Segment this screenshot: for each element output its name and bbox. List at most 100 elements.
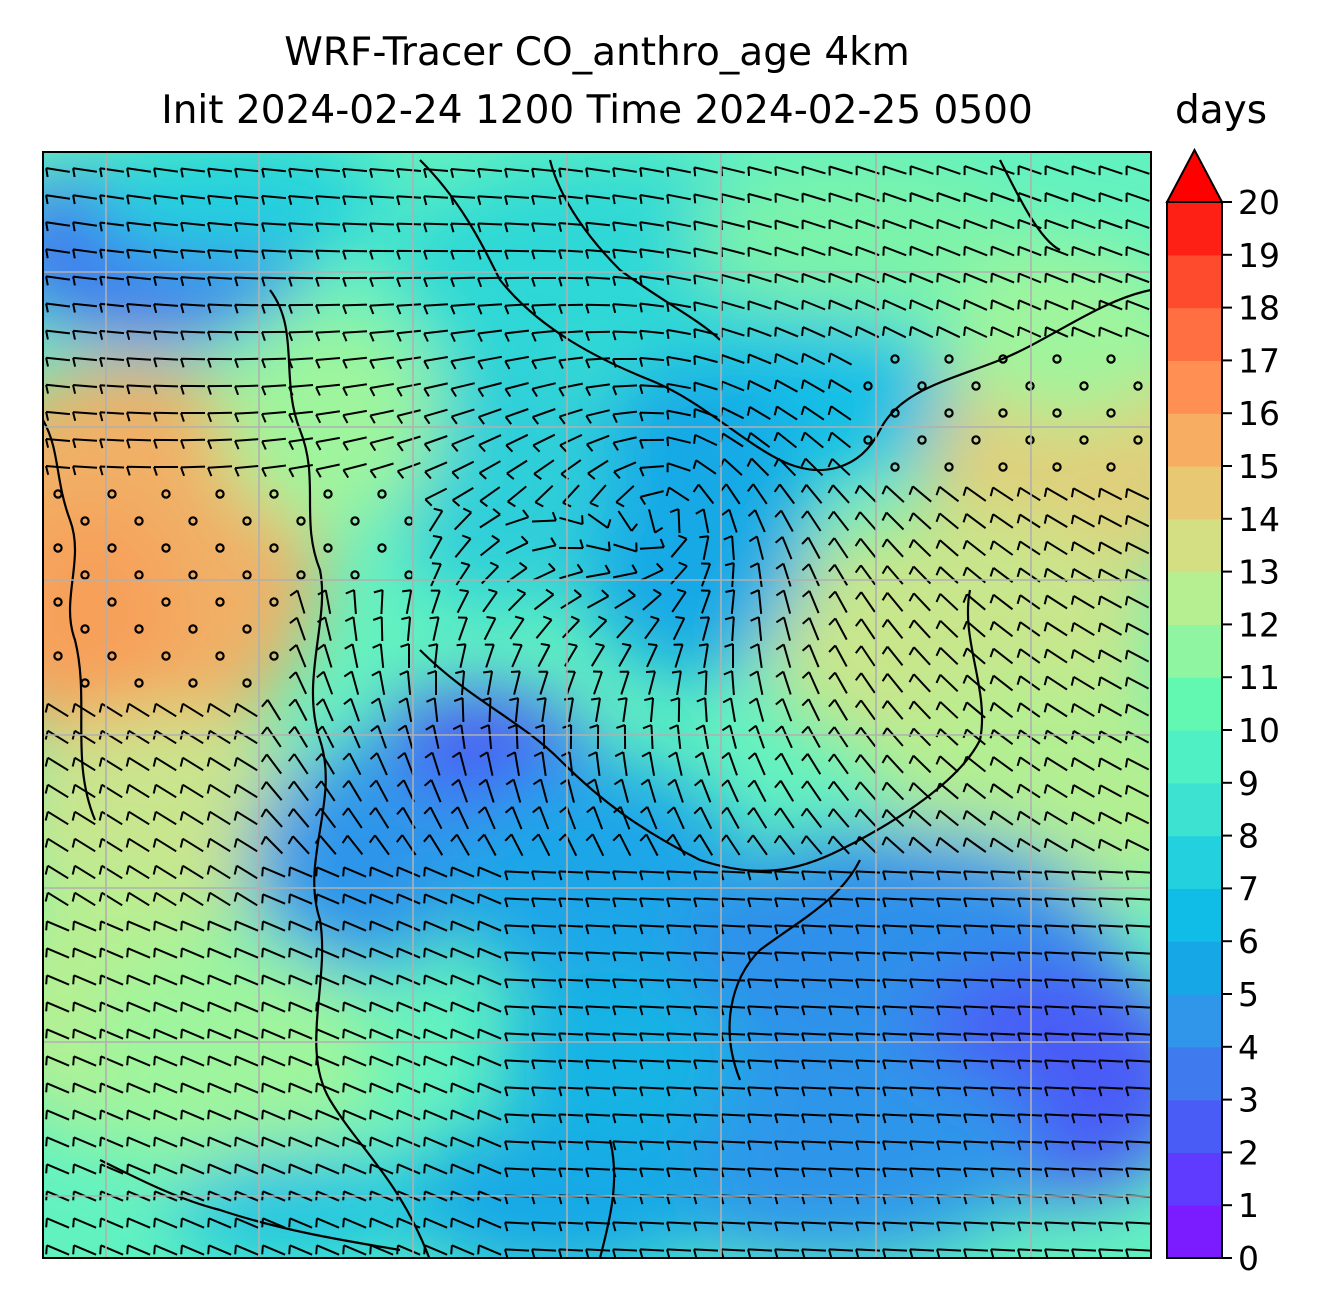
- wind-barb: [1071, 1059, 1097, 1070]
- wind-barb: [369, 807, 390, 829]
- calm-wind-circle: [107, 489, 117, 499]
- wind-barb: [828, 165, 853, 176]
- wind-barb: [774, 1059, 800, 1070]
- wind-barb: [315, 276, 341, 287]
- wind-barb: [477, 329, 503, 343]
- wind-barb: [559, 433, 583, 453]
- wind-barb: [207, 249, 233, 260]
- wind-barb: [936, 1086, 962, 1097]
- wind-barb: [477, 1082, 502, 1094]
- wind-barb: [531, 167, 557, 178]
- wind-barb: [426, 697, 439, 723]
- wind-barb: [801, 165, 826, 176]
- wind-barb: [828, 564, 849, 586]
- wind-barb: [1125, 299, 1150, 311]
- wind-barb: [746, 834, 768, 856]
- wind-barb: [1044, 1221, 1070, 1232]
- wind-barb: [455, 670, 466, 696]
- wind-barb: [531, 303, 557, 315]
- wind-barb: [288, 437, 314, 451]
- colorbar-tick-label: 1: [1238, 1186, 1259, 1225]
- wind-barb: [505, 778, 522, 803]
- wind-barb: [99, 1028, 124, 1040]
- wind-barb: [180, 1217, 205, 1229]
- calm-wind-circle: [998, 354, 1008, 364]
- wind-barb: [1070, 514, 1095, 528]
- wind-barb: [126, 330, 152, 341]
- wind-barb: [396, 249, 422, 260]
- wind-barb: [747, 1140, 773, 1151]
- wind-barb: [639, 951, 665, 962]
- wind-barb: [1071, 978, 1097, 989]
- wind-barb: [989, 647, 1014, 665]
- calm-wind-circle: [377, 543, 387, 553]
- wind-barb: [288, 974, 313, 986]
- wind-barb: [510, 670, 521, 695]
- wind-barb: [180, 465, 206, 477]
- wind-barb: [126, 1163, 151, 1175]
- wind-barb: [724, 616, 735, 642]
- wind-barb: [430, 589, 441, 614]
- wind-barb: [639, 329, 665, 340]
- wind-barb: [692, 483, 715, 505]
- wind-barb: [747, 379, 772, 393]
- wind-barb: [423, 435, 448, 452]
- colorbar-segment: [1167, 466, 1222, 520]
- wind-barb: [882, 1248, 908, 1258]
- wind-barb: [589, 724, 600, 750]
- wind-barb: [585, 303, 611, 314]
- wind-barb: [1071, 272, 1096, 284]
- wind-barb: [504, 408, 529, 425]
- wind-barb: [45, 410, 70, 421]
- wind-barb: [612, 833, 632, 857]
- chart-subtitle: Init 2024-02-24 1200 Time 2024-02-25 050…: [161, 88, 1033, 133]
- wind-barb: [531, 1032, 557, 1043]
- wind-barb: [672, 616, 686, 641]
- wind-barb: [72, 221, 98, 232]
- wind-barb: [153, 384, 179, 395]
- wind-barb: [585, 409, 610, 424]
- wind-barb: [666, 1113, 692, 1124]
- wind-barb: [126, 357, 152, 368]
- wind-barb: [801, 1221, 827, 1232]
- wind-barb: [935, 512, 959, 530]
- calm-wind-circle: [134, 516, 144, 526]
- wind-barb: [692, 459, 717, 475]
- wind-barb: [1070, 811, 1095, 825]
- wind-barb: [801, 1032, 827, 1043]
- wind-barb: [234, 1163, 259, 1175]
- wind-barb: [854, 781, 877, 801]
- wind-barb: [207, 1082, 232, 1094]
- wind-barb: [451, 778, 469, 803]
- wind-barb: [261, 411, 287, 423]
- wind-barb: [774, 273, 799, 284]
- wind-barb: [909, 897, 935, 908]
- wind-barb: [559, 515, 584, 526]
- wind-barb: [126, 920, 151, 932]
- wind-barb: [854, 808, 877, 828]
- wind-barb: [396, 356, 422, 370]
- wind-barb: [1071, 1167, 1097, 1178]
- wind-barb: [233, 864, 258, 880]
- wind-barb: [801, 563, 820, 587]
- wind-barb: [234, 222, 260, 233]
- wind-barb: [504, 1167, 530, 1178]
- wind-barb: [342, 463, 367, 479]
- wind-barb: [180, 947, 205, 959]
- wind-barb: [882, 272, 907, 284]
- wind-barb: [1125, 1032, 1151, 1043]
- wind-barb: [639, 870, 665, 881]
- wind-barb: [693, 1032, 719, 1043]
- calm-wind-circle: [1025, 435, 1035, 445]
- wind-barb: [207, 465, 233, 477]
- wind-barb: [234, 330, 260, 341]
- wind-barb: [531, 1221, 557, 1232]
- wind-barb: [801, 510, 822, 532]
- wind-barb: [369, 1082, 394, 1094]
- wind-barb: [369, 947, 394, 959]
- wind-barb: [639, 1113, 665, 1124]
- wind-barb: [561, 615, 581, 639]
- wind-barb: [504, 833, 524, 857]
- wind-barb: [234, 357, 260, 369]
- wind-barb: [1070, 675, 1095, 691]
